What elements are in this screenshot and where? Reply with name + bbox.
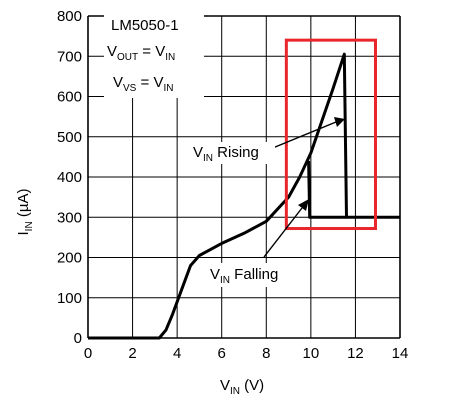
x-tick-label: 10: [303, 345, 320, 362]
y-tick-label: 100: [57, 290, 82, 307]
y-tick-labels: 0 100 200 300 400 500 600 700 800: [57, 8, 82, 347]
y-tick-label: 300: [57, 209, 82, 226]
series-line-2: [307, 160, 347, 219]
x-axis-title: VIN (V): [220, 377, 264, 397]
series-line-1: [88, 52, 400, 340]
y-tick-label: 600: [57, 89, 82, 106]
y-tick-label: 700: [57, 48, 82, 65]
x-tick-label: 0: [84, 345, 92, 362]
grid: [87, 15, 401, 339]
annotation-box-background: [104, 12, 204, 98]
x-tick-label: 4: [173, 345, 181, 362]
x-tick-label: 14: [392, 345, 409, 362]
y-tick-label: 200: [57, 250, 82, 267]
y-axis-title: IIN (µA): [15, 189, 35, 236]
device-label: LM5050-1: [111, 17, 179, 34]
x-tick-label: 2: [128, 345, 136, 362]
rising-arrow: [262, 117, 345, 153]
vvs-eq-label: VVS = VIN: [113, 74, 173, 94]
x-tick-label: 6: [218, 345, 226, 362]
x-tick-labels: 0 2 4 6 8 10 12 14: [84, 345, 409, 362]
vin-rising-label: VIN Rising: [193, 144, 259, 164]
falling-label-background: [207, 263, 302, 287]
series-group: [88, 52, 400, 340]
falling-arrow: [263, 199, 309, 258]
x-tick-label: 8: [262, 345, 270, 362]
highlight-box: [284, 38, 377, 231]
vin-falling-label: VIN Falling: [210, 266, 278, 286]
vout-eq-label: VOUT = VIN: [107, 43, 175, 63]
x-tick-label: 12: [347, 345, 364, 362]
rising-label-background: [191, 142, 275, 164]
y-tick-label: 800: [57, 8, 82, 25]
y-tick-label: 500: [57, 129, 82, 146]
y-tick-label: 0: [74, 330, 82, 347]
y-tick-label: 400: [57, 169, 82, 186]
